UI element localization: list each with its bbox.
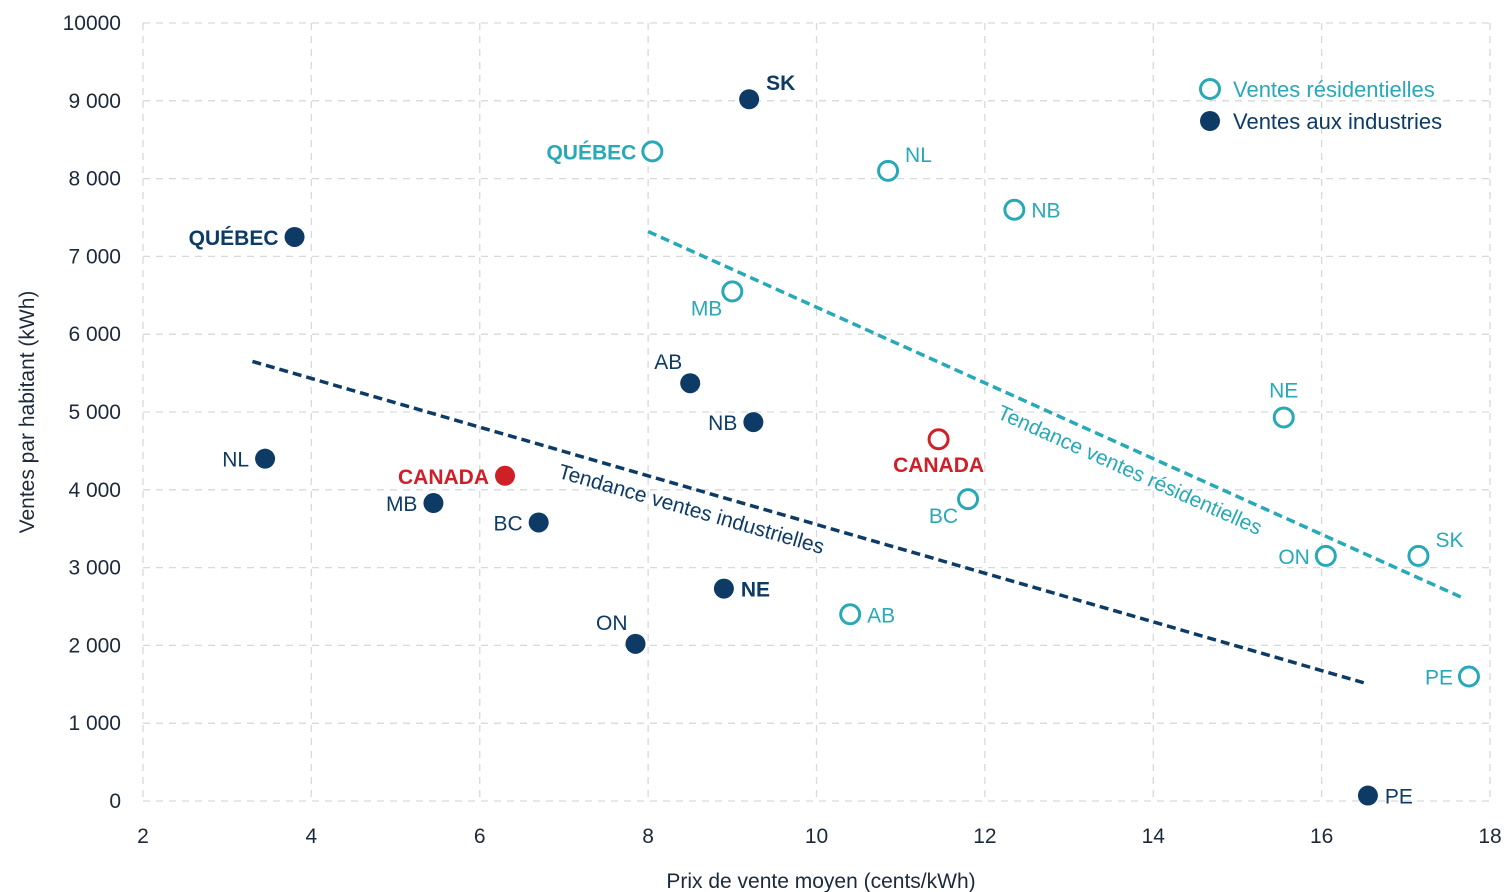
residential-point — [877, 159, 900, 182]
tick-labels: 0 1 000 2 000 3 000 4 000 5 000 6 000 7 000 8 00… — [63, 12, 1502, 848]
x-tick-label: 6 — [474, 825, 486, 848]
industrial-point — [713, 578, 734, 599]
point-label: NB — [708, 412, 737, 435]
x-tick-label: 10 — [805, 825, 828, 848]
residential-point — [1003, 198, 1026, 221]
industrial-point — [1357, 785, 1378, 806]
x-axis-title: Prix de vente moyen (cents/kWh) — [666, 870, 975, 892]
point-label: QUÉBEC — [546, 141, 636, 164]
legend-marker-hollow — [1199, 78, 1221, 100]
y-tick-label: 9 000 — [68, 90, 121, 113]
y-tick-label: 0 — [109, 790, 121, 813]
point-label: NE — [741, 579, 770, 602]
point-label: PE — [1385, 786, 1413, 809]
industrial-point — [423, 493, 444, 514]
industrial-point — [284, 226, 305, 247]
legend-marker-filled — [1200, 111, 1220, 131]
y-tick-label: 1 000 — [68, 712, 121, 735]
y-tick-label: 3 000 — [68, 557, 121, 580]
industrial-point — [528, 512, 549, 533]
y-tick-label: 6 000 — [68, 323, 121, 346]
point-label: NB — [1031, 200, 1060, 223]
x-tick-label: 2 — [137, 825, 149, 848]
point-label: AB — [654, 351, 682, 374]
residential-point — [927, 428, 950, 451]
x-tick-label: 12 — [973, 825, 996, 848]
y-axis-title: Ventes par habitant (kWh) — [16, 291, 39, 534]
point-label: NE — [1269, 379, 1298, 402]
point-label: CANADA — [398, 466, 489, 489]
legend-label: Ventes aux industries — [1233, 109, 1442, 134]
point-label: CANADA — [893, 454, 984, 477]
legend-label: Ventes résidentielles — [1233, 77, 1435, 102]
residential-point — [1272, 406, 1295, 429]
residential-point — [1314, 544, 1337, 567]
point-label: NL — [222, 449, 249, 472]
x-tick-label: 8 — [642, 825, 654, 848]
x-tick-label: 4 — [306, 825, 318, 848]
data-points: QUÉBEC NLNBMBNECANADABCONSKABPESKQUÉBECAB… — [189, 72, 1480, 809]
y-tick-label: 4 000 — [68, 479, 121, 502]
point-label: ON — [596, 612, 628, 635]
trend-line-label: Tendance ventes résidentielles — [994, 401, 1265, 540]
legend: Ventes résidentielles Ventes aux industri… — [1199, 77, 1442, 134]
point-label: MB — [386, 493, 418, 516]
industrial-point — [495, 465, 516, 486]
residential-point — [1407, 544, 1430, 567]
point-label: NL — [905, 144, 932, 167]
trend-line — [647, 229, 1466, 601]
industrial-point — [625, 633, 646, 654]
y-tick-label: 8 000 — [68, 168, 121, 191]
industrial-point — [739, 89, 760, 110]
y-tick-label: 10000 — [63, 12, 121, 35]
x-tick-label: 18 — [1478, 825, 1501, 848]
x-tick-label: 16 — [1310, 825, 1333, 848]
y-tick-label: 2 000 — [68, 634, 121, 657]
point-label: MB — [691, 297, 723, 320]
trend-line-label: Tendance ventes industrielles — [556, 460, 827, 559]
point-label: PE — [1425, 667, 1453, 690]
trend-line — [251, 359, 1365, 685]
industrial-point — [680, 373, 701, 394]
point-label: SK — [1435, 529, 1463, 552]
residential-point — [957, 488, 980, 511]
residential-point — [641, 140, 664, 163]
industrial-point — [743, 412, 764, 433]
y-tick-label: 5 000 — [68, 401, 121, 424]
residential-point — [1457, 665, 1480, 688]
point-label: AB — [867, 604, 895, 627]
y-tick-label: 7 000 — [68, 245, 121, 268]
point-label: BC — [929, 505, 958, 528]
point-label: BC — [493, 512, 522, 535]
residential-point — [721, 280, 744, 303]
grid — [142, 22, 1491, 802]
point-label: SK — [766, 72, 795, 95]
industrial-point — [255, 448, 276, 469]
residential-point — [839, 603, 862, 626]
point-label: ON — [1278, 546, 1310, 569]
point-label: QUÉBEC — [189, 227, 279, 250]
x-tick-label: 14 — [1142, 825, 1166, 848]
